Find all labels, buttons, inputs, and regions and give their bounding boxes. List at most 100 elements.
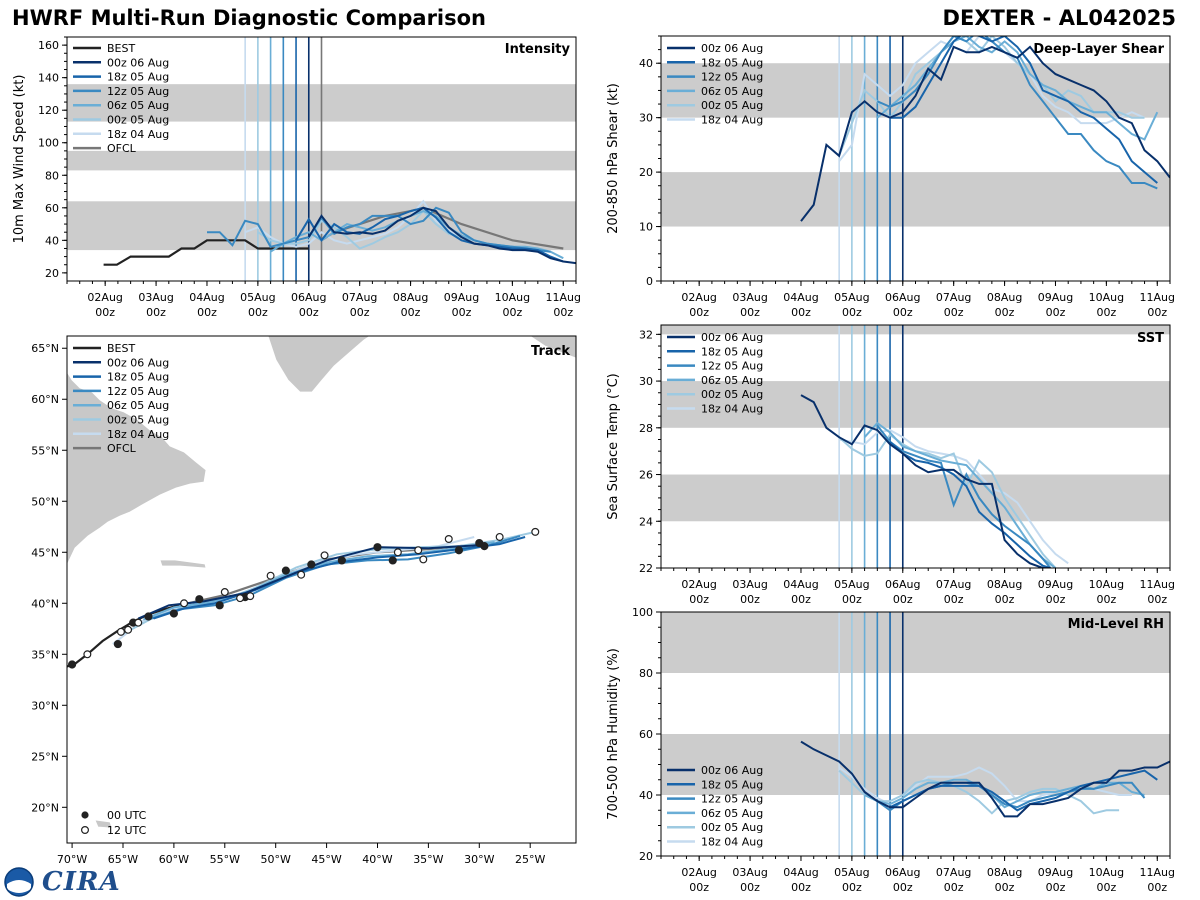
intensity-xtick-label: 02Aug bbox=[87, 291, 122, 304]
bermuda-land bbox=[94, 819, 113, 829]
rh-xtick-label: 10Aug bbox=[1089, 866, 1124, 879]
rh-xtick-label: 09Aug bbox=[1038, 866, 1073, 879]
sst-series-line bbox=[863, 421, 1057, 568]
greenland-land bbox=[267, 336, 371, 393]
rh-xtick-label: 00z bbox=[791, 881, 811, 894]
intensity-xtick-label: 08Aug bbox=[393, 291, 428, 304]
newfoundland-land bbox=[159, 559, 207, 569]
track-xtick-label: 50°W bbox=[261, 853, 291, 866]
shear-xtick-label: 03Aug bbox=[732, 291, 767, 304]
track-legend-12-marker bbox=[80, 825, 89, 834]
rh-legend-label: 00z 06 Aug bbox=[701, 764, 763, 777]
sst-xtick-label: 04Aug bbox=[783, 578, 818, 591]
intensity-xtick-label: 09Aug bbox=[444, 291, 479, 304]
rh-xtick-label: 00z bbox=[893, 881, 913, 894]
intensity-xtick-label: 06Aug bbox=[291, 291, 326, 304]
rh-title: Mid-Level RH bbox=[1068, 617, 1164, 632]
track-xtick-label: 55°W bbox=[210, 853, 240, 866]
track-ytick-label: 30°N bbox=[31, 699, 59, 712]
sst-series-line bbox=[838, 433, 1057, 568]
track-00utc-marker bbox=[373, 543, 382, 552]
sst-xtick-label: 10Aug bbox=[1089, 578, 1124, 591]
sst-xtick-label: 03Aug bbox=[732, 578, 767, 591]
shear-xtick-label: 08Aug bbox=[987, 291, 1022, 304]
rh-xtick-label: 00z bbox=[1096, 881, 1116, 894]
sst-panel: 22 24 26 28 30 32 02Aug 00z 03Aug 00z 04Aug 00z 05Au… bbox=[606, 324, 1175, 606]
rh-series-line bbox=[800, 740, 1170, 818]
track-12utc-marker bbox=[134, 618, 143, 627]
shear-legend-label: 06z 05 Aug bbox=[701, 85, 763, 98]
sst-xtick-label: 00z bbox=[1096, 593, 1116, 606]
sst-xtick-label: 09Aug bbox=[1038, 578, 1073, 591]
sst-xtick-label: 00z bbox=[689, 593, 709, 606]
intensity-xtick-label: 07Aug bbox=[342, 291, 377, 304]
intensity-xtick-label: 00z bbox=[452, 306, 472, 319]
track-12utc-marker bbox=[266, 571, 275, 580]
rh-xtick-label: 00z bbox=[1147, 881, 1167, 894]
land-masses bbox=[67, 336, 576, 829]
track-legend-12-label: 12 UTC bbox=[107, 824, 147, 837]
shear-xtick-label: 00z bbox=[842, 306, 862, 319]
sst-threshold-band bbox=[661, 325, 1170, 335]
track-xtick-label: 45°W bbox=[311, 853, 341, 866]
sst-threshold-band bbox=[661, 381, 1170, 428]
shear-xtick-label: 00z bbox=[689, 306, 709, 319]
sst-series-line bbox=[889, 441, 1051, 568]
shear-ytick-label: 30 bbox=[639, 112, 653, 125]
rh-xtick-label: 07Aug bbox=[936, 866, 971, 879]
intensity-ytick-label: 60 bbox=[45, 202, 59, 215]
track-00utc-marker bbox=[215, 601, 224, 610]
intensity-xtick-label: 10Aug bbox=[495, 291, 530, 304]
shear-xtick-label: 10Aug bbox=[1089, 291, 1124, 304]
track-frame bbox=[66, 335, 577, 844]
track-ytick-label: 20°N bbox=[31, 801, 59, 814]
rh-ylabel: 700-500 hPa Humidity (%) bbox=[606, 648, 621, 820]
intensity-xtick-label: 00z bbox=[95, 306, 115, 319]
sst-xtick-label: 02Aug bbox=[681, 578, 716, 591]
intensity-ylabel: 10m Max Wind Speed (kt) bbox=[12, 75, 27, 244]
track-00utc-marker bbox=[113, 639, 123, 649]
sst-legend-label: 00z 05 Aug bbox=[701, 388, 763, 401]
rh-legend-label: 06z 05 Aug bbox=[701, 807, 763, 820]
sst-xtick-label: 00z bbox=[944, 593, 964, 606]
track-12utc-marker bbox=[246, 592, 255, 601]
shear-xtick-label: 06Aug bbox=[885, 291, 920, 304]
intensity-plot-area bbox=[67, 37, 576, 281]
rh-series-line bbox=[889, 769, 1158, 812]
track-legend-00-marker bbox=[81, 811, 89, 819]
sst-xtick-label: 06Aug bbox=[885, 578, 920, 591]
sst-xtick-label: 05Aug bbox=[834, 578, 869, 591]
sst-threshold-band bbox=[661, 474, 1170, 522]
sst-title: SST bbox=[1137, 331, 1164, 346]
track-ytick-label: 25°N bbox=[31, 750, 59, 763]
track-ytick-label: 55°N bbox=[31, 444, 59, 457]
track-legend-label: 12z 05 Aug bbox=[107, 385, 169, 398]
track-xtick-label: 60°W bbox=[159, 853, 189, 866]
rh-ytick-label: 100 bbox=[632, 606, 653, 619]
track-00utc-marker bbox=[195, 595, 204, 604]
intensity-ytick-label: 140 bbox=[38, 72, 59, 85]
shear-xtick-label: 04Aug bbox=[783, 291, 818, 304]
rh-xtick-label: 05Aug bbox=[834, 866, 869, 879]
noaa-logo-icon bbox=[4, 867, 34, 897]
intensity-ytick-label: 20 bbox=[45, 267, 59, 280]
track-series-line bbox=[153, 536, 526, 620]
rh-legend-label: 00z 05 Aug bbox=[701, 821, 763, 834]
sst-legend-label: 12z 05 Aug bbox=[701, 360, 763, 373]
track-12utc-marker bbox=[419, 555, 428, 564]
intensity-ytick-label: 80 bbox=[45, 169, 59, 182]
intensity-xtick-label: 03Aug bbox=[138, 291, 173, 304]
rh-series-line bbox=[864, 778, 1145, 809]
rh-plot-area bbox=[661, 612, 1170, 856]
sst-series-line bbox=[800, 394, 1051, 568]
sst-xtick-label: 11Aug bbox=[1140, 578, 1175, 591]
track-12utc-marker bbox=[495, 532, 504, 541]
track-legend-label: 00z 05 Aug bbox=[107, 414, 169, 427]
intensity-xtick-label: 00z bbox=[248, 306, 268, 319]
intensity-ytick-label: 120 bbox=[38, 104, 59, 117]
rh-xtick-label: 11Aug bbox=[1140, 866, 1175, 879]
intensity-legend-label: 00z 06 Aug bbox=[107, 56, 169, 69]
track-00utc-marker bbox=[144, 612, 153, 621]
